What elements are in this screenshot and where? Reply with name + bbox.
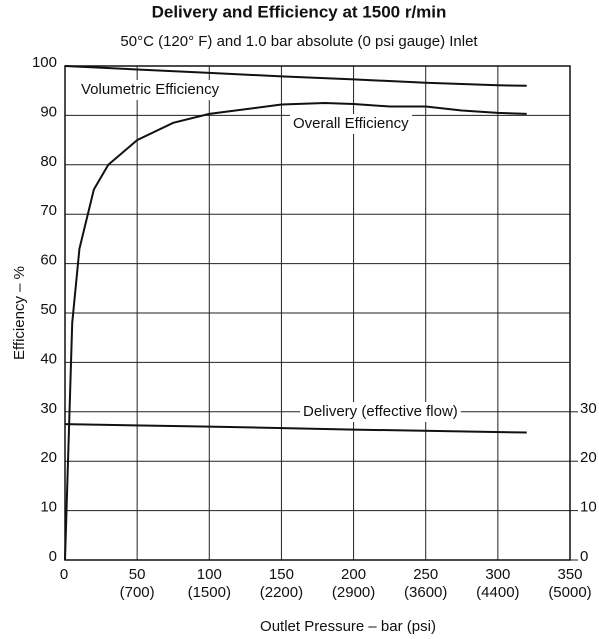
y-tick-label: 10 (40, 499, 57, 516)
x-tick-label: 100 (197, 566, 222, 583)
x-tick-psi-label: (4400) (476, 584, 519, 601)
x-tick-psi-label: (1500) (188, 584, 231, 601)
x-tick-label: 300 (485, 566, 510, 583)
y-axis-label: Efficiency – % (11, 266, 28, 360)
y-tick-label: 60 (40, 252, 57, 269)
x-tick-label: 350 (557, 566, 582, 583)
x-tick-label: 0 (60, 566, 68, 583)
chart-subtitle: 50°C (120° F) and 1.0 bar absolute (0 ps… (120, 33, 478, 50)
series-label: Overall Efficiency (293, 115, 409, 132)
chart-title: Delivery and Efficiency at 1500 r/min (152, 2, 447, 21)
label-background (78, 80, 223, 100)
y-tick-label: 0 (49, 548, 57, 565)
x-tick-psi-label: (2900) (332, 584, 375, 601)
x-tick-psi-label: (5000) (548, 584, 591, 601)
x-tick-label: 50 (129, 566, 146, 583)
y-tick-label: 80 (40, 153, 57, 170)
y-tick-label: 50 (40, 301, 57, 318)
x-tick-psi-label: (700) (120, 584, 155, 601)
series-line (64, 102, 527, 561)
y-tick-label: 70 (40, 202, 57, 219)
x-tick-psi-label: (3600) (404, 584, 447, 601)
series-label: Volumetric Efficiency (81, 81, 220, 98)
plot-border (64, 65, 571, 561)
y-tick-label: 90 (40, 103, 57, 120)
y-tick-label: 30 (40, 400, 57, 417)
x-tick-label: 250 (413, 566, 438, 583)
x-axis-label: Outlet Pressure – bar (psi) (260, 618, 436, 635)
y2-tick-label: 0 (580, 548, 588, 565)
x-tick-label: 150 (269, 566, 294, 583)
y2-tick-label: 10 (580, 499, 597, 516)
series-line (64, 65, 527, 87)
series-line (64, 423, 527, 434)
x-tick-psi-label: (2200) (260, 584, 303, 601)
y2-tick-label: 30 (580, 400, 597, 417)
y-tick-label: 100 (32, 54, 57, 71)
y2-tick-label: 20 (580, 449, 597, 466)
x-tick-label: 200 (341, 566, 366, 583)
y-tick-label: 40 (40, 350, 57, 367)
label-background (290, 114, 413, 134)
label-background (300, 402, 461, 422)
series-label: Delivery (effective flow) (303, 403, 458, 420)
y-tick-label: 20 (40, 449, 57, 466)
